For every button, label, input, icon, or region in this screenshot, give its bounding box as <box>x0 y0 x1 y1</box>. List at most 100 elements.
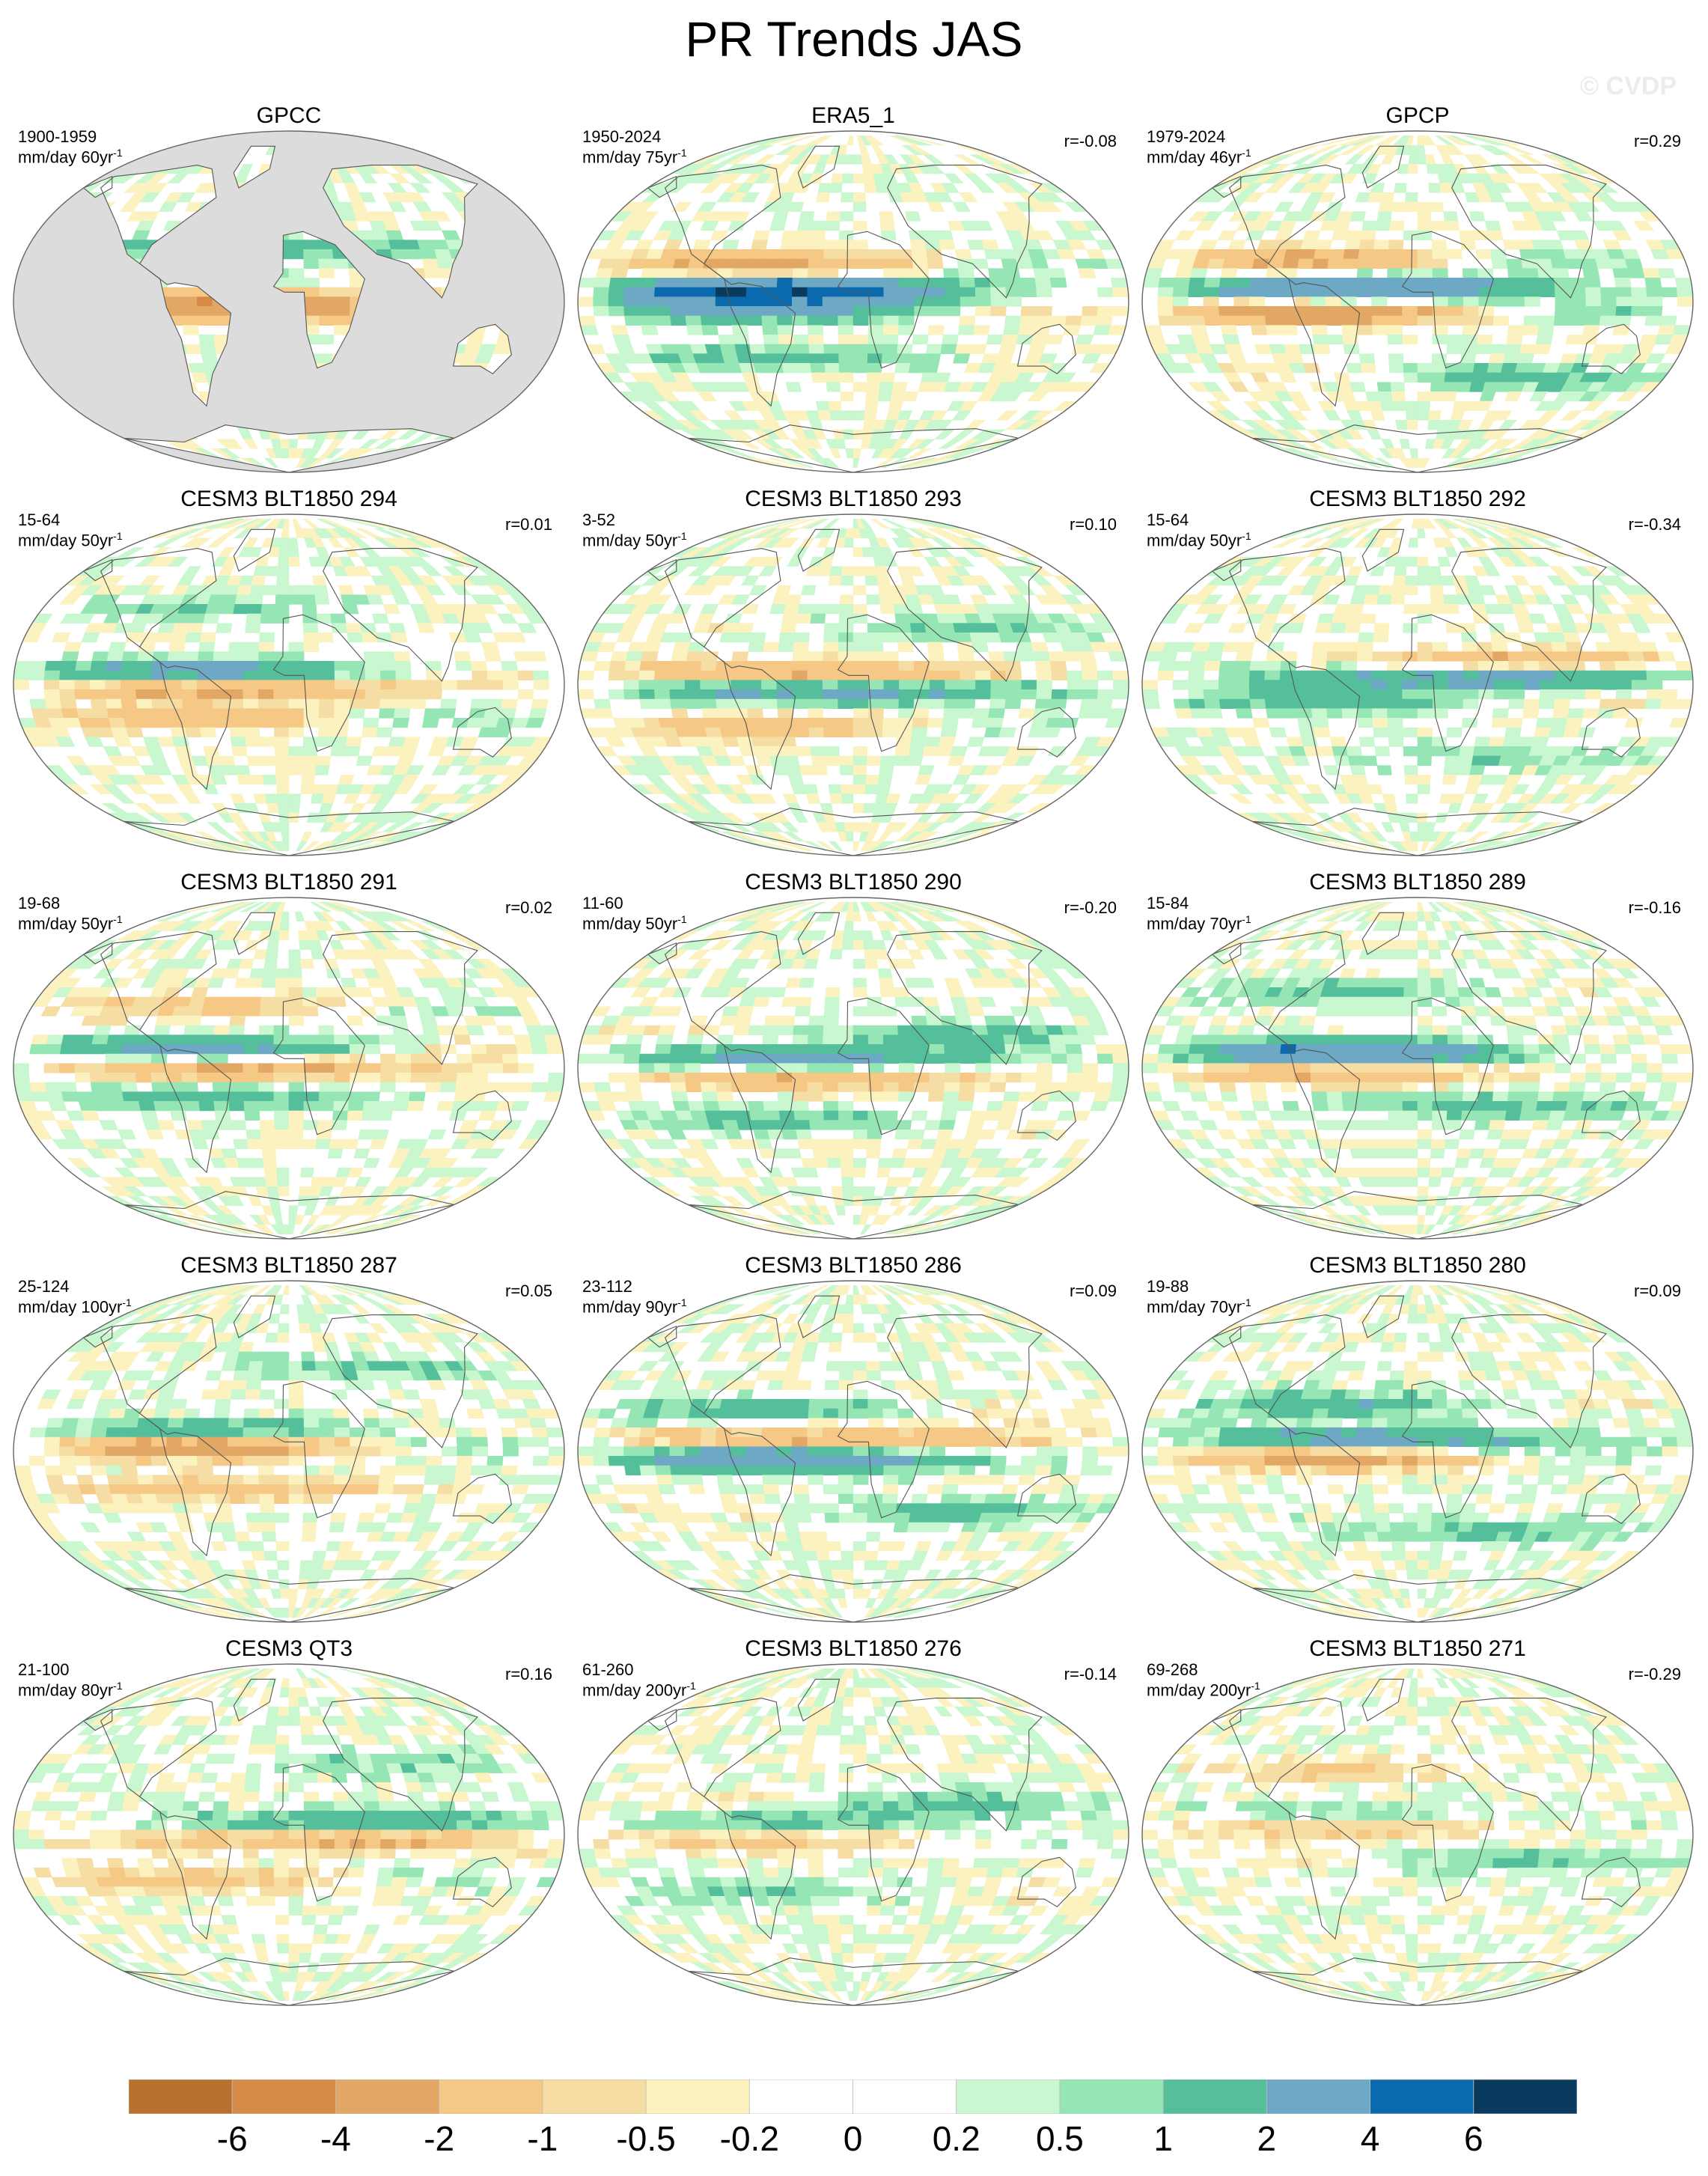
trend-cell <box>1539 689 1556 700</box>
panel-units: mm/day 60yr-1 <box>18 147 123 167</box>
trend-cell <box>1428 566 1442 576</box>
trend-cell <box>424 661 442 671</box>
trend-cell <box>59 689 76 700</box>
trend-cell <box>197 689 213 700</box>
trend-cell <box>1534 344 1552 354</box>
trend-cell <box>866 755 882 766</box>
trend-cell <box>898 698 915 709</box>
trend-cell <box>1612 268 1630 278</box>
trend-cell <box>1357 718 1373 728</box>
trend-cell <box>135 680 152 690</box>
trend-cell <box>1356 708 1373 719</box>
trend-cell <box>672 718 691 728</box>
trend-cell <box>1447 651 1464 662</box>
trend-cell <box>1599 698 1617 709</box>
trend-cell <box>182 698 198 709</box>
trend-cell <box>876 576 891 586</box>
trend-cell <box>212 670 228 680</box>
trend-cell <box>639 661 657 671</box>
trend-cell <box>201 784 219 794</box>
trend-cell <box>1595 258 1614 269</box>
trend-cell <box>197 306 213 317</box>
trend-cell <box>1627 268 1646 278</box>
trend-cell <box>689 249 708 260</box>
trend-cell <box>1402 698 1418 709</box>
trend-cell <box>1392 576 1406 586</box>
trend-cell <box>1295 698 1312 709</box>
trend-cell <box>1219 698 1236 709</box>
trend-cell <box>822 661 839 671</box>
trend-cell <box>838 623 854 633</box>
trend-cell <box>1326 708 1343 719</box>
trend-cell <box>257 670 274 680</box>
trend-cell <box>365 680 381 690</box>
map-outline <box>13 513 565 856</box>
trend-cell <box>828 841 844 851</box>
trend-cell <box>1600 670 1617 680</box>
trend-cell <box>288 585 302 595</box>
trend-cell <box>654 306 671 317</box>
trend-cell <box>1142 278 1161 288</box>
trend-cell <box>174 613 192 624</box>
trend-cell <box>358 230 375 240</box>
trend-cell <box>793 727 810 737</box>
trend-cell <box>853 689 869 700</box>
trend-cell <box>424 268 441 278</box>
trend-cell <box>1355 287 1373 297</box>
trend-cell <box>244 727 260 737</box>
trend-cell <box>791 296 808 307</box>
trend-cell <box>793 641 809 652</box>
trend-cell <box>959 278 976 288</box>
map-outline <box>1141 513 1694 856</box>
trend-cell <box>1051 689 1068 700</box>
trend-cell <box>120 689 137 700</box>
trend-cell <box>1334 755 1351 766</box>
continent-asia-east <box>887 165 1043 299</box>
trend-cell <box>421 718 439 728</box>
trend-cell <box>938 439 963 449</box>
trend-cell <box>1402 315 1418 326</box>
trend-cell <box>1630 670 1647 680</box>
trend-cell <box>578 315 597 326</box>
trend-cell <box>1355 670 1373 680</box>
continent-greenland <box>233 528 276 572</box>
trend-cell <box>266 803 279 814</box>
trend-cell <box>1403 765 1418 775</box>
trend-cell <box>1417 258 1433 269</box>
trend-cell <box>152 708 169 719</box>
trend-cell <box>302 755 317 766</box>
trend-cell <box>43 670 61 680</box>
trend-cell <box>793 258 809 269</box>
trend-cell <box>1341 689 1357 700</box>
trend-cell <box>1585 296 1602 307</box>
trend-cell <box>275 585 290 595</box>
trend-cell <box>928 698 945 709</box>
trend-cell <box>1392 400 1406 411</box>
trend-cell <box>749 633 766 643</box>
trend-cell <box>1463 680 1480 690</box>
map-outline <box>13 130 565 473</box>
trend-cell <box>1203 287 1220 297</box>
trend-cell <box>794 240 811 250</box>
trend-cell <box>111 727 129 737</box>
trend-cell <box>1647 296 1663 307</box>
trend-cell <box>697 585 717 595</box>
trend-cell <box>1365 391 1381 402</box>
trend-cell <box>240 841 264 851</box>
trend-cell <box>1049 278 1067 288</box>
trend-cell <box>793 249 810 260</box>
trend-cell <box>1417 784 1430 794</box>
trend-cell <box>212 680 228 690</box>
trend-cell <box>684 287 701 297</box>
trend-cell <box>1417 410 1430 421</box>
trend-cell <box>815 192 830 203</box>
trend-cell <box>809 240 826 250</box>
trend-cell <box>1445 623 1462 633</box>
trend-cell <box>301 585 316 595</box>
trend-cell <box>1405 410 1418 421</box>
map-svg <box>1141 513 1694 856</box>
trend-cell <box>605 737 626 747</box>
trend-cell <box>1448 315 1464 326</box>
trend-cell <box>853 633 869 643</box>
trend-cell <box>1552 651 1570 662</box>
